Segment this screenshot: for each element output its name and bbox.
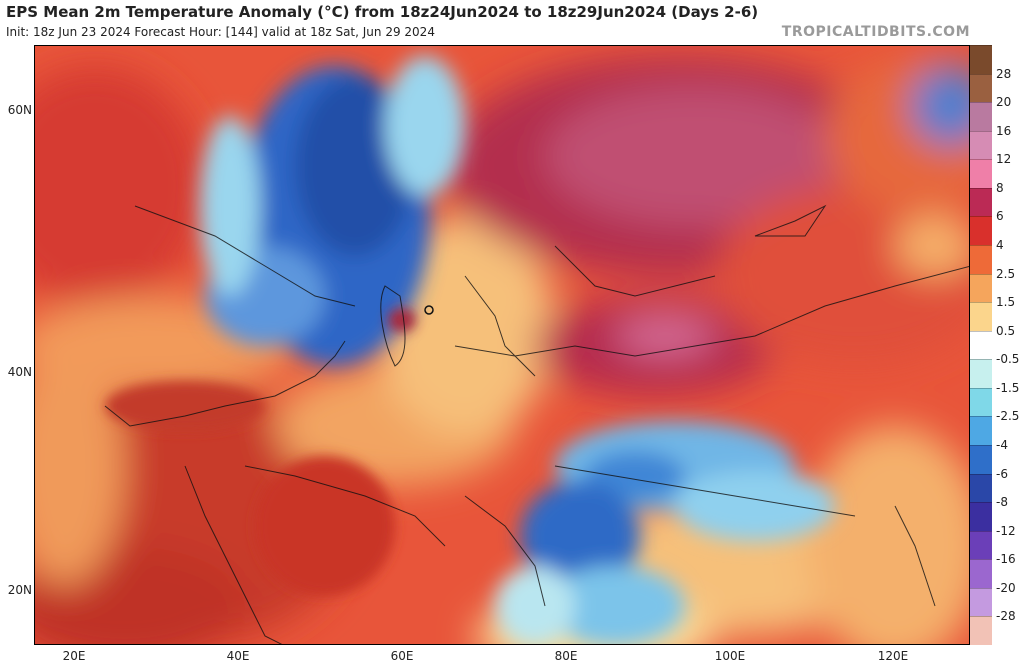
colorbar-swatch [970,302,992,331]
colorbar-swatch [970,445,992,474]
map-subtitle: Init: 18z Jun 23 2024 Forecast Hour: [14… [6,25,435,39]
colorbar-swatch [970,73,992,103]
colorbar-swatch [970,45,992,74]
colorbar-label: 28 [996,66,1012,81]
colorbar-swatch [970,530,992,560]
colorbar-label: -8 [996,495,1008,510]
colorbar-label: 1.5 [996,295,1016,310]
colorbar-swatch [970,416,992,445]
colorbar-swatch [970,273,992,303]
colorbar-label: -0.5 [996,352,1020,367]
colorbar-label: -20 [996,580,1016,595]
brand-watermark: TROPICALTIDBITS.COM [781,24,970,40]
colorbar-swatch [970,102,992,131]
lon-label-120e: 120E [877,649,909,663]
colorbar-swatch [970,387,992,417]
lon-label-100e: 100E [714,649,746,663]
colorbar-swatch [970,559,992,588]
colorbar-swatch [970,216,992,245]
colorbar-swatch [970,616,992,645]
colorbar-label: 2.5 [996,266,1016,281]
colorbar-label: 0.5 [996,323,1016,338]
colorbar-label: 8 [996,180,1004,195]
anomaly-map [34,45,970,645]
colorbar-swatch [970,245,992,274]
lat-label-20n: 20N [7,583,32,597]
colorbar-label: -2.5 [996,409,1020,424]
colorbar-label: 4 [996,238,1004,252]
colorbar-swatch [970,159,992,188]
colorbar-swatch [970,330,992,360]
lon-label-60e: 60E [390,649,414,663]
colorbar-swatch [970,473,992,503]
anomaly-map-canvas [35,46,969,644]
lat-label-40n: 40N [7,365,32,379]
anomaly-colorbar: 28 20 16 12 8 6 4 2.5 1.5 0.5 -0.5 -1.5 -2.5 -4 -6 -8 -1… [970,45,1022,645]
colorbar-label: 16 [996,123,1012,138]
lat-label-60n: 60N [7,103,32,117]
colorbar-label: -12 [996,523,1016,538]
colorbar-label: 6 [996,209,1004,224]
lon-label-20e: 20E [62,649,86,663]
lon-label-80e: 80E [554,649,578,663]
colorbar-label: -1.5 [996,380,1020,395]
map-title: EPS Mean 2m Temperature Anomaly (°C) fro… [6,3,759,21]
colorbar-swatch [970,502,992,531]
colorbar-swatch [970,187,992,217]
colorbar-swatch [970,587,992,617]
colorbar-label: -28 [996,609,1016,624]
lon-label-40e: 40E [226,649,250,663]
colorbar-label: 12 [996,152,1012,167]
colorbar-label: -16 [996,552,1016,567]
colorbar-label: 20 [996,95,1012,110]
colorbar-label: -6 [996,466,1008,481]
colorbar-swatch [970,359,992,388]
colorbar-label: -4 [996,438,1008,452]
colorbar-swatch [970,130,992,160]
